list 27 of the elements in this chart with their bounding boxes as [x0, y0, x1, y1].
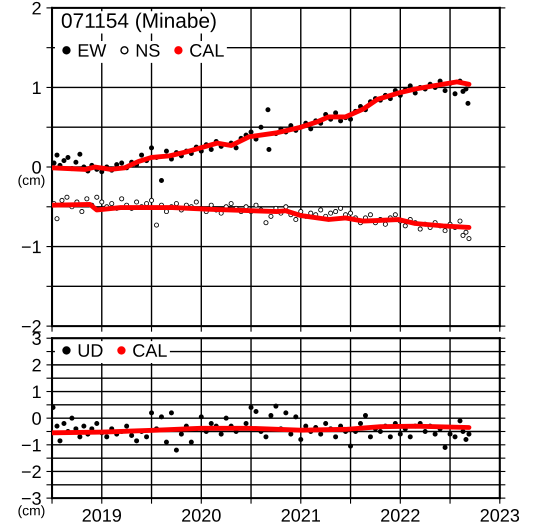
- line-series: [52, 202, 472, 230]
- x-tick-label: 2021: [282, 509, 320, 522]
- x-tick-label: 2023: [480, 509, 520, 522]
- legend-label: UD: [78, 344, 103, 357]
- x-tick-label: 2020: [182, 509, 221, 522]
- y-tick-label: 2: [32, 2, 41, 14]
- text: (cm): [18, 174, 44, 188]
- y-tick-label: −2: [22, 320, 41, 333]
- x-tick-label: 2019: [82, 509, 122, 522]
- y-tick-label: −2: [22, 465, 41, 478]
- legend-label: NS: [136, 44, 160, 57]
- y-tick-label: 1: [32, 386, 41, 398]
- chart-title: 071154 (Minabe): [62, 12, 216, 32]
- y-tick-label: −3: [22, 492, 41, 505]
- y-tick-label: −1: [22, 240, 41, 254]
- text: (cm): [18, 505, 44, 518]
- line-series: [52, 424, 472, 436]
- y-tick-label: 1: [32, 82, 41, 94]
- y-tick-label: 0: [32, 160, 41, 174]
- legend-label: CAL: [190, 44, 224, 57]
- y-tick-label: 0: [32, 412, 41, 425]
- legend-label: CAL: [133, 344, 167, 357]
- legend-label: EW: [78, 44, 106, 57]
- y-tick-label: −1: [22, 438, 41, 452]
- x-tick-label: 2022: [381, 509, 420, 522]
- y-tick-label: 3: [32, 332, 41, 345]
- y-tick-label: 2: [32, 358, 41, 372]
